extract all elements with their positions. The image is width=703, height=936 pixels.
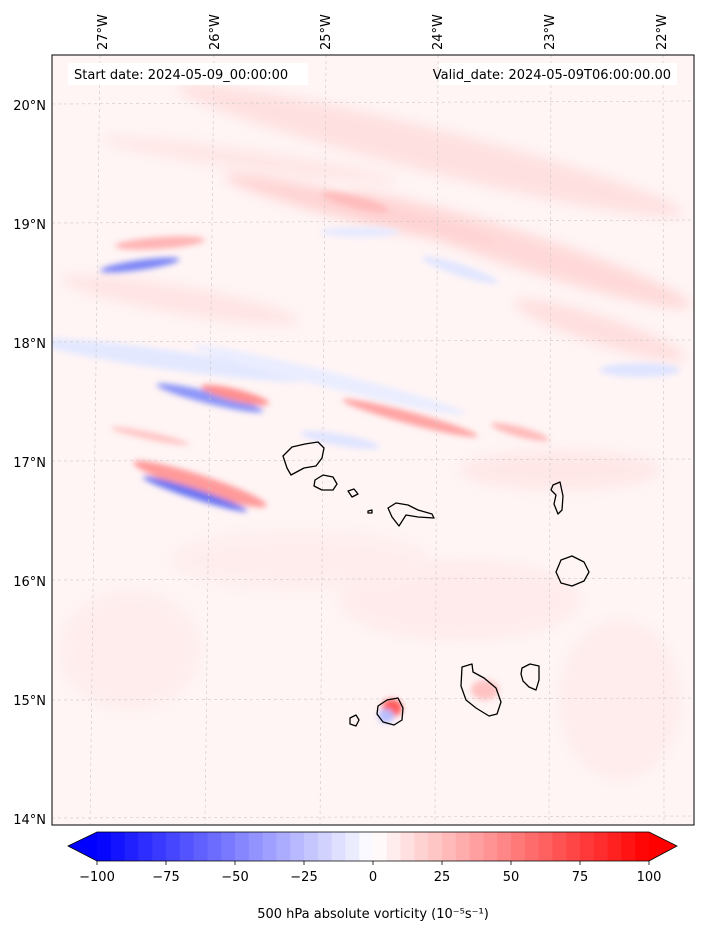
colorbar-segment xyxy=(511,832,526,861)
lon-tick-label: 27°W xyxy=(96,14,111,50)
colorbar-segment xyxy=(428,832,443,861)
island-boa-vista xyxy=(555,555,590,587)
colorbar-segment xyxy=(442,832,457,861)
colorbar-segment xyxy=(248,832,264,861)
colorbar-segment xyxy=(400,832,415,861)
colorbar-segment xyxy=(524,832,540,861)
colorbar-extend-min xyxy=(68,832,97,861)
lat-tick-label: 16°N xyxy=(13,575,46,590)
map-frame xyxy=(51,54,695,826)
colorbar-tick-label: −25 xyxy=(290,870,317,885)
island-sal xyxy=(550,481,564,515)
island-santiago xyxy=(460,663,502,717)
colorbar-segment xyxy=(235,832,250,861)
colorbar-segment xyxy=(138,832,153,861)
colorbar-segments xyxy=(97,832,650,861)
colorbar-segment xyxy=(262,832,277,861)
lon-tick-label: 24°W xyxy=(431,14,446,50)
lat-tick-label: 17°N xyxy=(13,456,46,471)
colorbar-extend-max xyxy=(649,832,677,861)
colorbar-segment xyxy=(552,832,567,861)
colorbar-segment xyxy=(317,832,333,861)
colorbar-segment xyxy=(97,832,112,861)
colorbar-segment xyxy=(179,832,195,861)
colorbar: −100 −75 −50 −25 0 25 50 75 100 500 hPa … xyxy=(67,831,678,922)
colorbar-segment xyxy=(290,832,305,861)
colorbar-segment xyxy=(497,832,512,861)
colorbar-label: 500 hPa absolute vorticity (10⁻⁵s⁻¹) xyxy=(257,907,489,922)
island-sao-vicente xyxy=(313,474,338,491)
colorbar-segment xyxy=(304,832,319,861)
colorbar-segment xyxy=(345,832,360,861)
island-fogo xyxy=(376,697,404,726)
colorbar-tick-label: −75 xyxy=(152,870,179,885)
island-maio xyxy=(520,663,540,691)
lat-tick-labels: 20°N 19°N 18°N 17°N 16°N 15°N 14°N xyxy=(13,99,46,828)
start-date-label: Start date: 2024-05-09_00:00:00 xyxy=(74,68,288,83)
lon-tick-label: 25°W xyxy=(319,14,334,50)
colorbar-segment xyxy=(207,832,222,861)
colorbar-segment xyxy=(110,832,126,861)
colorbar-segment xyxy=(359,832,374,861)
header-labels: Start date: 2024-05-09_00:00:00 Valid_da… xyxy=(68,63,677,85)
colorbar-segment xyxy=(221,832,236,861)
island-santo-antao xyxy=(282,441,325,476)
colorbar-segment xyxy=(580,832,595,861)
colorbar-tick-label: 50 xyxy=(503,870,520,885)
island-sao-nicolau xyxy=(387,502,435,527)
colorbar-segment xyxy=(621,832,636,861)
colorbar-tick-label: 100 xyxy=(637,870,662,885)
lon-tick-label: 22°W xyxy=(655,14,670,50)
colorbar-segment xyxy=(166,832,181,861)
colorbar-tick-label: 75 xyxy=(572,870,589,885)
colorbar-segment xyxy=(593,832,609,861)
colorbar-segment xyxy=(276,832,291,861)
colorbar-tick-label: −100 xyxy=(79,870,115,885)
lat-tick-label: 15°N xyxy=(13,694,46,709)
lat-tick-label: 18°N xyxy=(13,337,46,352)
colorbar-segment xyxy=(152,832,167,861)
colorbar-segment xyxy=(469,832,484,861)
colorbar-tick-label: −50 xyxy=(221,870,248,885)
lon-tick-label: 26°W xyxy=(208,14,223,50)
colorbar-segment xyxy=(373,832,388,861)
graticule xyxy=(52,55,694,825)
colorbar-segment xyxy=(607,832,622,861)
colorbar-segment xyxy=(386,832,402,861)
vorticity-field xyxy=(52,55,694,825)
island-branco xyxy=(367,509,373,514)
colorbar-segment xyxy=(455,832,471,861)
colorbar-segment xyxy=(414,832,429,861)
colorbar-segment xyxy=(635,832,650,861)
colorbar-segment xyxy=(124,832,139,861)
colorbar-segment xyxy=(566,832,581,861)
colorbar-tick-label: 0 xyxy=(369,870,377,885)
colorbar-segment xyxy=(193,832,208,861)
lon-tick-label: 23°W xyxy=(543,14,558,50)
lat-tick-label: 14°N xyxy=(13,813,46,828)
colorbar-segment xyxy=(538,832,553,861)
colorbar-segment xyxy=(483,832,498,861)
lat-tick-label: 19°N xyxy=(13,218,46,233)
colorbar-segment xyxy=(331,832,346,861)
island-brava xyxy=(349,714,360,727)
lat-tick-label: 20°N xyxy=(13,99,46,114)
colorbar-tick-label: 25 xyxy=(434,870,451,885)
valid-date-label: Valid_date: 2024-05-09T06:00:00.00 xyxy=(433,68,671,83)
lon-tick-labels: 27°W 26°W 25°W 24°W 23°W 22°W xyxy=(96,14,670,50)
island-santa-luzia xyxy=(347,488,359,498)
